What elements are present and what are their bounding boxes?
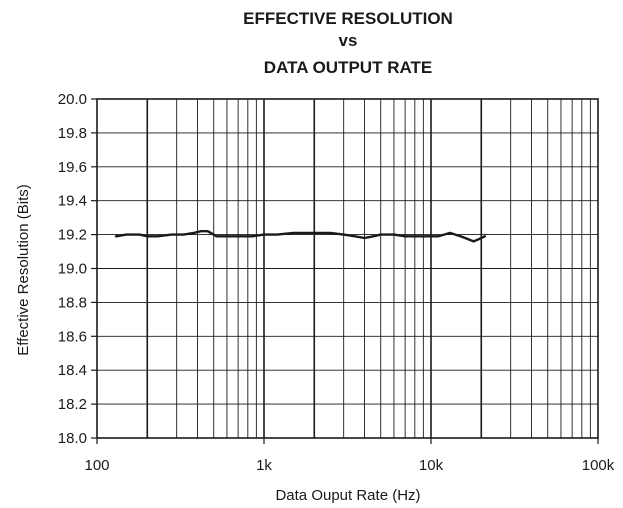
x-tick-label: 100k bbox=[582, 457, 615, 474]
chart-grid bbox=[97, 99, 598, 438]
x-tick-label: 1k bbox=[256, 457, 272, 474]
x-axis-label: Data Ouput Rate (Hz) bbox=[275, 487, 420, 504]
y-tick-label: 20.0 bbox=[58, 91, 87, 108]
series-line bbox=[114, 229, 486, 243]
y-tick-label: 19.8 bbox=[58, 125, 87, 142]
y-tick-label: 19.6 bbox=[58, 159, 87, 176]
chart-title-line-2: vs bbox=[339, 31, 358, 50]
chart-title: EFFECTIVE RESOLUTION vs DATA OUTPUT RATE bbox=[243, 9, 453, 77]
x-tick-label: 100 bbox=[84, 457, 109, 474]
y-tick-label: 18.8 bbox=[58, 294, 87, 311]
x-axis-ticks: 100 1k 10k 100k bbox=[84, 438, 615, 474]
y-tick-label: 19.4 bbox=[58, 193, 87, 210]
chart-title-line-3: DATA OUTPUT RATE bbox=[264, 58, 432, 77]
y-tick-label: 19.2 bbox=[58, 227, 87, 244]
y-tick-label: 18.0 bbox=[58, 430, 87, 447]
y-tick-label: 18.4 bbox=[58, 362, 87, 379]
y-axis-label: Effective Resolution (Bits) bbox=[15, 184, 32, 355]
y-tick-label: 18.2 bbox=[58, 396, 87, 413]
series-lines bbox=[114, 229, 486, 243]
y-tick-label: 18.6 bbox=[58, 328, 87, 345]
chart-title-line-1: EFFECTIVE RESOLUTION bbox=[243, 9, 453, 28]
y-axis-ticks: 18.0 18.2 18.4 18.6 18.8 19.0 19.2 19.4 19.6 19.8… bbox=[58, 91, 97, 447]
y-tick-label: 19.0 bbox=[58, 261, 87, 278]
x-tick-label: 10k bbox=[419, 457, 444, 474]
